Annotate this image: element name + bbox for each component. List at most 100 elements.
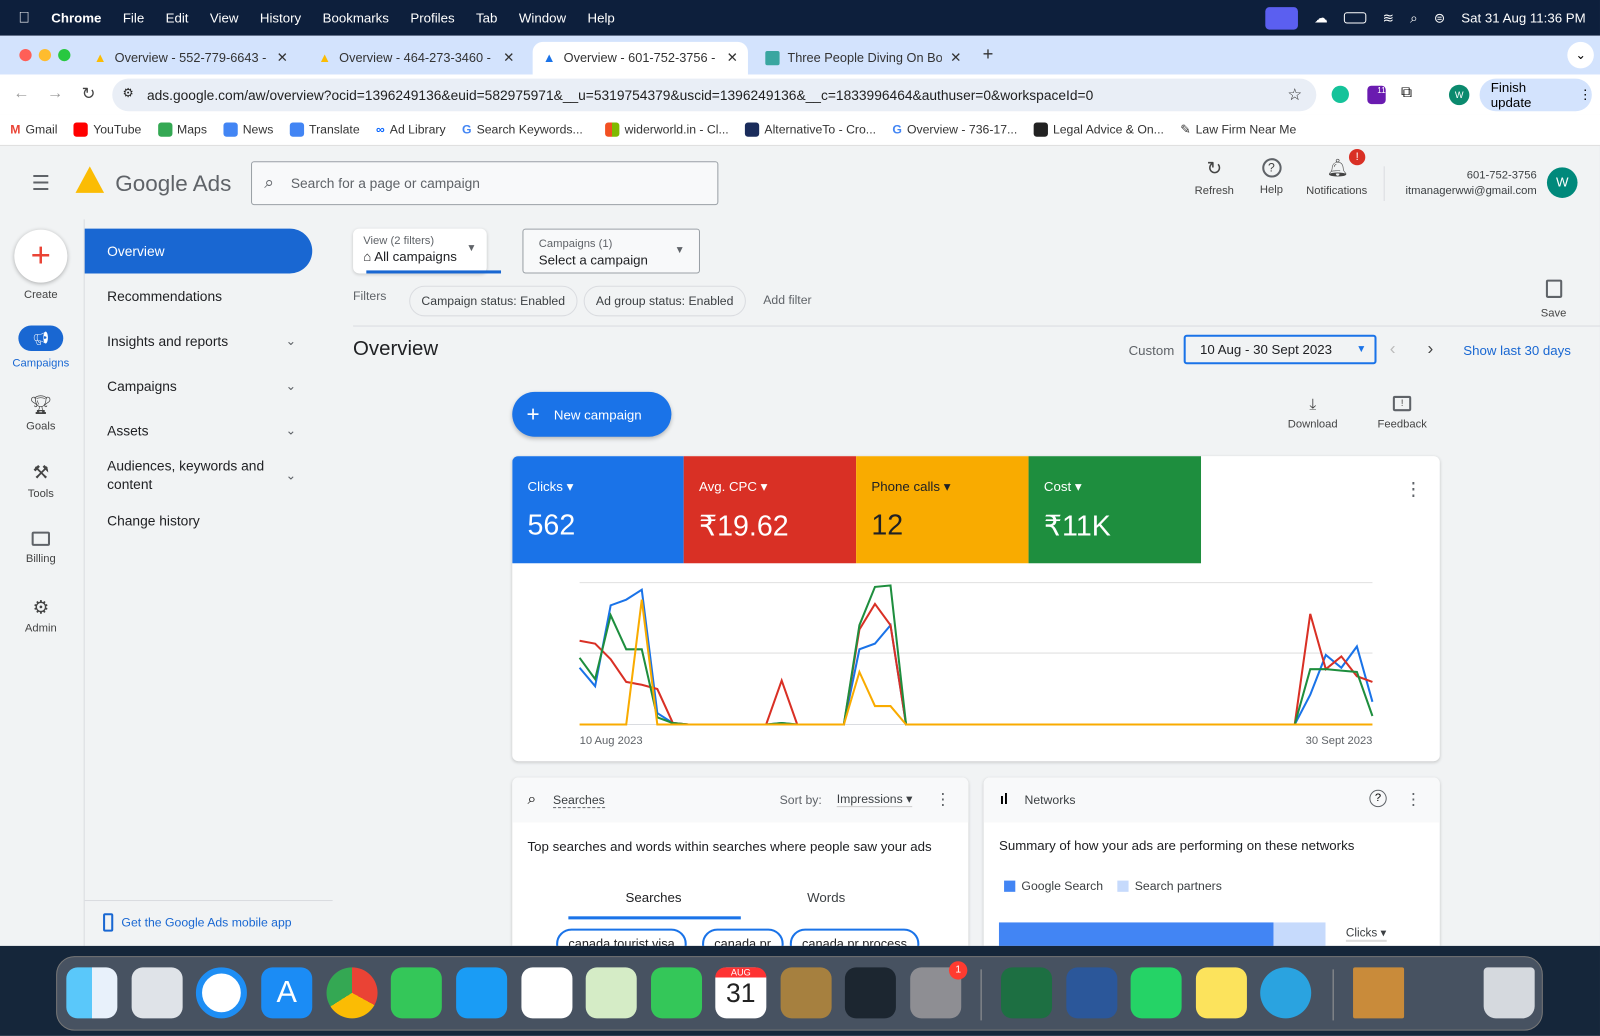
safari-icon[interactable] (195, 967, 247, 1019)
bookmark-legal-advice[interactable]: Legal Advice & On... (1033, 122, 1164, 137)
save-button[interactable]: Save (1541, 279, 1566, 319)
bookmark-translate[interactable]: Translate (289, 122, 360, 137)
bookmark-widerworld[interactable]: widerworld.in - Cl... (605, 122, 729, 137)
back-icon[interactable]: ← (13, 84, 30, 103)
nav-insights-and-reports[interactable]: Insights and reports ⌄ (107, 333, 296, 349)
rail-campaigns[interactable]: 📢︎ Campaigns (0, 325, 82, 369)
menu-history[interactable]: History (248, 10, 301, 26)
view-filter-dropdown[interactable]: View (2 filters) ⌂ All campaigns ▼ (353, 228, 502, 274)
profile-avatar[interactable]: W (1448, 84, 1470, 106)
control-center-icon[interactable]: ⊜ (1433, 9, 1445, 25)
search-term-chip[interactable]: canada pr process (789, 928, 920, 946)
bookmark-youtube[interactable]: YouTube (73, 122, 141, 137)
finder-icon[interactable] (66, 967, 118, 1019)
menu-profiles[interactable]: Profiles (398, 10, 454, 26)
browser-tab[interactable]: Three People Diving On Body ✕ (755, 42, 971, 75)
menu-view[interactable]: View (198, 10, 239, 26)
menu-help[interactable]: Help (576, 10, 614, 26)
creative-cloud-icon[interactable]: ☁ (1314, 9, 1328, 25)
metric-tile-cost[interactable]: Cost ▾ ₹11K (1028, 456, 1202, 564)
notes-icon[interactable] (1195, 967, 1247, 1019)
browser-tab[interactable]: ▲ Overview - 464-273-3460 - G ✕ (308, 42, 524, 75)
account-avatar[interactable]: W (1546, 167, 1578, 198)
add-filter-button[interactable]: Add filter (763, 292, 812, 308)
word-icon[interactable] (1066, 967, 1118, 1019)
close-tab-icon[interactable]: ✕ (950, 49, 962, 66)
extensions-puzzle-icon[interactable]: ⧉ (1401, 83, 1412, 102)
messages-icon[interactable] (390, 967, 442, 1019)
bookmark-gmail[interactable]: M Gmail (10, 122, 58, 137)
photos-icon[interactable] (521, 967, 573, 1019)
nav-overview[interactable]: Overview (84, 228, 313, 274)
new-tab-button[interactable]: + (982, 43, 994, 65)
nav-change-history[interactable]: Change history (107, 512, 200, 529)
account-info[interactable]: 601-752-3756 itmanagerwwi@gmail.com (1406, 168, 1537, 199)
menu-bookmarks[interactable]: Bookmarks (311, 10, 389, 26)
nav-audiences[interactable]: Audiences, keywords and content ⌄ (107, 458, 296, 492)
calendar-icon[interactable]: AUG 31 (715, 967, 767, 1019)
rail-goals[interactable]: 🏆︎ Goals (0, 395, 82, 433)
menu-window[interactable]: Window (507, 10, 566, 26)
bookmark-law-firm[interactable]: ✎ Law Firm Near Me (1180, 122, 1297, 137)
bookmark-ad-library[interactable]: ∞ Ad Library (375, 122, 446, 137)
new-campaign-button[interactable]: + New campaign (512, 391, 672, 437)
more-options-icon[interactable]: ⋮ (934, 791, 952, 810)
help-icon[interactable]: ? (1369, 789, 1387, 808)
screen-share-icon[interactable] (1265, 6, 1298, 30)
close-window-button[interactable] (19, 48, 32, 62)
metric-dropdown[interactable]: Clicks ▾ (1345, 926, 1387, 942)
menu-tab[interactable]: Tab (464, 10, 497, 26)
zoom-window-button[interactable] (58, 48, 71, 62)
tab-search-button[interactable]: ⌄ (1567, 41, 1594, 69)
next-period-icon[interactable]: › (1427, 338, 1434, 359)
app-store-icon[interactable]: A (261, 967, 313, 1019)
wifi-icon[interactable]: ≋ (1382, 9, 1394, 25)
tab-searches[interactable]: Searches (625, 889, 682, 906)
bookmark-alternativeto[interactable]: AlternativeTo - Cro... (745, 122, 876, 137)
minimize-window-button[interactable] (38, 48, 52, 62)
telegram-icon[interactable] (1260, 967, 1312, 1019)
search-term-chip[interactable]: canada pr (702, 928, 784, 946)
bookmark-star-icon[interactable]: ☆ (1287, 86, 1303, 105)
forward-icon[interactable]: → (46, 84, 64, 103)
battery-icon[interactable] (1343, 12, 1367, 24)
downloaded-image-thumbnail[interactable] (1353, 967, 1405, 1019)
browser-tab-active[interactable]: ▲ Overview - 601-752-3756 - G ✕ (532, 41, 748, 75)
apple-icon[interactable]:  (18, 9, 29, 26)
more-options-icon[interactable]: ⋮ (1404, 478, 1423, 499)
menu-app-name[interactable]: Chrome (39, 10, 101, 26)
notifications-button[interactable]: 🔔︎! Notifications (1301, 148, 1372, 197)
filter-chip-ad-group-status[interactable]: Ad group status: Enabled (583, 285, 746, 317)
spotlight-search-icon[interactable]: ⌕ (1410, 9, 1418, 25)
grammarly-extension-icon[interactable] (1331, 85, 1349, 104)
reload-icon[interactable]: ↻ (81, 85, 96, 104)
show-last-30-days-link[interactable]: Show last 30 days (1463, 342, 1571, 359)
maps-icon[interactable] (585, 967, 637, 1019)
bookmark-overview[interactable]: G Overview - 736-17... (892, 122, 1018, 137)
rail-billing[interactable]: Billing (0, 530, 82, 565)
clock[interactable]: Sat 31 Aug 11:36 PM (1461, 10, 1586, 26)
site-info-icon[interactable]: ⚙ (122, 85, 134, 100)
menu-edit[interactable]: Edit (154, 10, 189, 26)
campaign-filter-dropdown[interactable]: Campaigns (1) Select a campaign ▼ (522, 228, 700, 274)
minimized-window-thumbnail[interactable] (1417, 967, 1468, 1018)
nav-campaigns[interactable]: Campaigns ⌄ (107, 378, 296, 394)
search-input[interactable]: ⌕ Search for a page or campaign (251, 161, 719, 206)
extension-icon[interactable]: 11 (1367, 85, 1386, 105)
metric-tile-avg-cpc[interactable]: Avg. CPC ▾ ₹19.62 (683, 456, 857, 564)
whatsapp-icon[interactable] (1130, 967, 1182, 1019)
tab-words[interactable]: Words (807, 889, 846, 906)
launchpad-icon[interactable] (131, 967, 183, 1019)
bookmark-maps[interactable]: Maps (157, 122, 207, 137)
contacts-icon[interactable] (780, 967, 832, 1019)
url-bar[interactable]: ⚙ ads.google.com/aw/overview?ocid=139624… (112, 78, 1317, 112)
browser-tab[interactable]: ▲ Overview - 552-779-6643 - G ✕ (84, 42, 298, 75)
help-button[interactable]: ? Help (1255, 158, 1288, 196)
filter-chip-campaign-status[interactable]: Campaign status: Enabled (409, 285, 578, 317)
create-button[interactable]: + Create (0, 229, 82, 301)
facetime-icon[interactable] (651, 967, 703, 1019)
excel-icon[interactable] (1001, 967, 1053, 1019)
card-title[interactable]: Searches (553, 792, 605, 809)
app-icon[interactable] (844, 967, 896, 1019)
mobile-app-link[interactable]: Get the Google Ads mobile app (103, 913, 292, 932)
